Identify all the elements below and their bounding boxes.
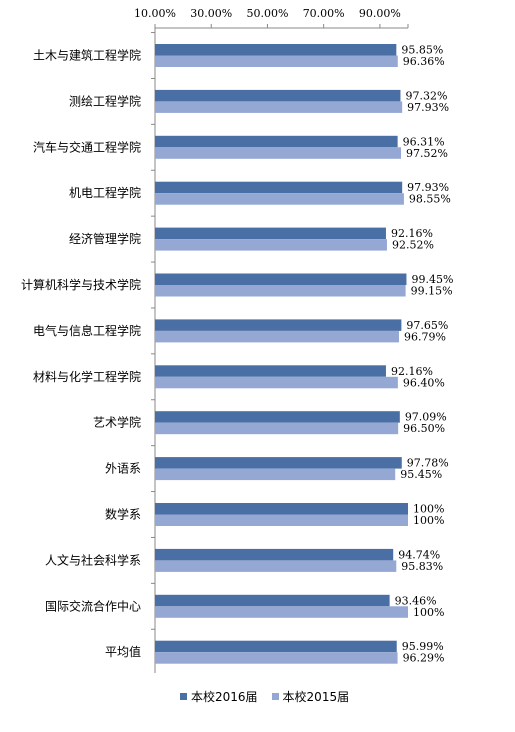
data-label-2015: 97.93%: [407, 101, 449, 114]
data-label-2016: 94.74%: [398, 548, 440, 561]
category-labels: 土木与建筑工程学院测绘工程学院汽车与交通工程学院机电工程学院经济管理学院计算机科…: [21, 48, 141, 660]
category-label: 计算机科学与技术学院: [21, 277, 141, 292]
legend-swatch-2015: [271, 693, 279, 700]
x-tick-label: 30.00%: [190, 7, 232, 20]
bar-2016: [155, 319, 402, 331]
legend-swatch-2016: [180, 693, 187, 700]
bar-2016: [155, 640, 397, 653]
bar-2016: [155, 181, 403, 194]
category-label: 数学系: [105, 507, 141, 522]
bar-2016: [155, 457, 402, 469]
bar-2016: [155, 411, 400, 423]
data-label-2015: 96.29%: [403, 652, 445, 665]
bar-2015: [155, 193, 404, 205]
category-label: 材料与化学工程学院: [33, 369, 141, 384]
bar-2016: [155, 365, 386, 377]
category-label: 土木与建筑工程学院: [33, 48, 141, 63]
data-label-2015: 96.50%: [403, 422, 445, 435]
bar-2015: [155, 101, 403, 113]
bar-2016: [155, 594, 390, 607]
data-label-2015: 100%: [413, 514, 444, 527]
data-label-2016: 92.16%: [391, 365, 433, 378]
bar-2015: [155, 376, 398, 389]
bar-2015: [155, 285, 406, 297]
bar-2016: [155, 503, 408, 515]
bar-2015: [155, 606, 408, 618]
legend-item-2015: 本校2015届: [271, 688, 350, 705]
data-label-2016: 93.46%: [395, 594, 437, 607]
data-label-2016: 97.32%: [405, 89, 447, 102]
x-tick-label: 50.00%: [246, 7, 288, 20]
bar-2016: [155, 273, 407, 285]
data-labels: 95.85%96.36%97.32%97.93%96.31%97.52%97.9…: [391, 44, 453, 665]
data-label-2015: 96.40%: [403, 376, 445, 389]
bar-2015: [155, 652, 398, 664]
bar-2015: [155, 239, 387, 251]
data-label-2016: 97.78%: [407, 457, 449, 470]
category-label: 测绘工程学院: [69, 93, 141, 108]
x-axis: 10.00% 30.00% 50.00% 70.00% 90.00%: [134, 7, 409, 29]
data-label-2015: 97.52%: [406, 147, 448, 160]
data-label-2015: 98.55%: [409, 193, 451, 206]
category-label: 国际交流合作中心: [45, 598, 141, 613]
category-label: 电气与信息工程学院: [33, 323, 141, 338]
legend-item-2016: 本校2016届: [180, 688, 258, 705]
data-label-2016: 95.99%: [402, 640, 444, 653]
bar-2016: [155, 44, 397, 56]
bar-2016: [155, 89, 401, 102]
data-label-2016: 97.93%: [407, 181, 449, 194]
category-label: 平均值: [105, 644, 141, 659]
bar-2016: [155, 227, 386, 240]
bar-2015: [155, 468, 396, 481]
data-label-2016: 99.45%: [411, 273, 453, 286]
data-label-2016: 100%: [413, 503, 444, 516]
data-label-2016: 92.16%: [391, 227, 433, 240]
data-label-2015: 99.15%: [411, 285, 453, 298]
category-label: 人文与社会科学系: [45, 552, 141, 567]
bar-2015: [155, 330, 399, 343]
bar-2015: [155, 422, 399, 435]
legend-label-2016: 本校2016届: [191, 690, 258, 704]
data-label-2015: 95.45%: [400, 468, 442, 481]
x-tick-label: 70.00%: [303, 7, 345, 20]
x-tick-label: 10.00%: [134, 7, 176, 20]
data-label-2016: 97.65%: [406, 319, 448, 332]
bar-2015: [155, 514, 408, 526]
y-axis: [151, 28, 156, 673]
data-label-2015: 100%: [413, 606, 444, 619]
category-label: 经济管理学院: [69, 231, 141, 246]
bar-2016: [155, 135, 398, 148]
data-label-2015: 95.83%: [401, 560, 443, 573]
bar-2015: [155, 147, 402, 159]
bars: [155, 44, 408, 664]
x-tick-label: 90.00%: [359, 7, 401, 20]
category-label: 汽车与交通工程学院: [33, 139, 141, 154]
data-label-2016: 95.85%: [401, 44, 443, 57]
category-label: 艺术学院: [93, 415, 141, 430]
data-label-2016: 96.31%: [403, 135, 445, 148]
data-label-2015: 92.52%: [392, 239, 434, 252]
legend-label-2015: 本校2015届: [282, 690, 350, 704]
legend: 本校2016届 本校2015届: [180, 688, 349, 705]
data-label-2016: 97.09%: [405, 411, 447, 424]
data-label-2015: 96.79%: [404, 330, 446, 343]
category-label: 外语系: [105, 462, 141, 476]
category-label: 机电工程学院: [69, 185, 141, 200]
data-label-2015: 96.36%: [403, 55, 445, 68]
bar-2015: [155, 560, 397, 572]
bar-2016: [155, 548, 394, 561]
bar-2015: [155, 55, 398, 67]
